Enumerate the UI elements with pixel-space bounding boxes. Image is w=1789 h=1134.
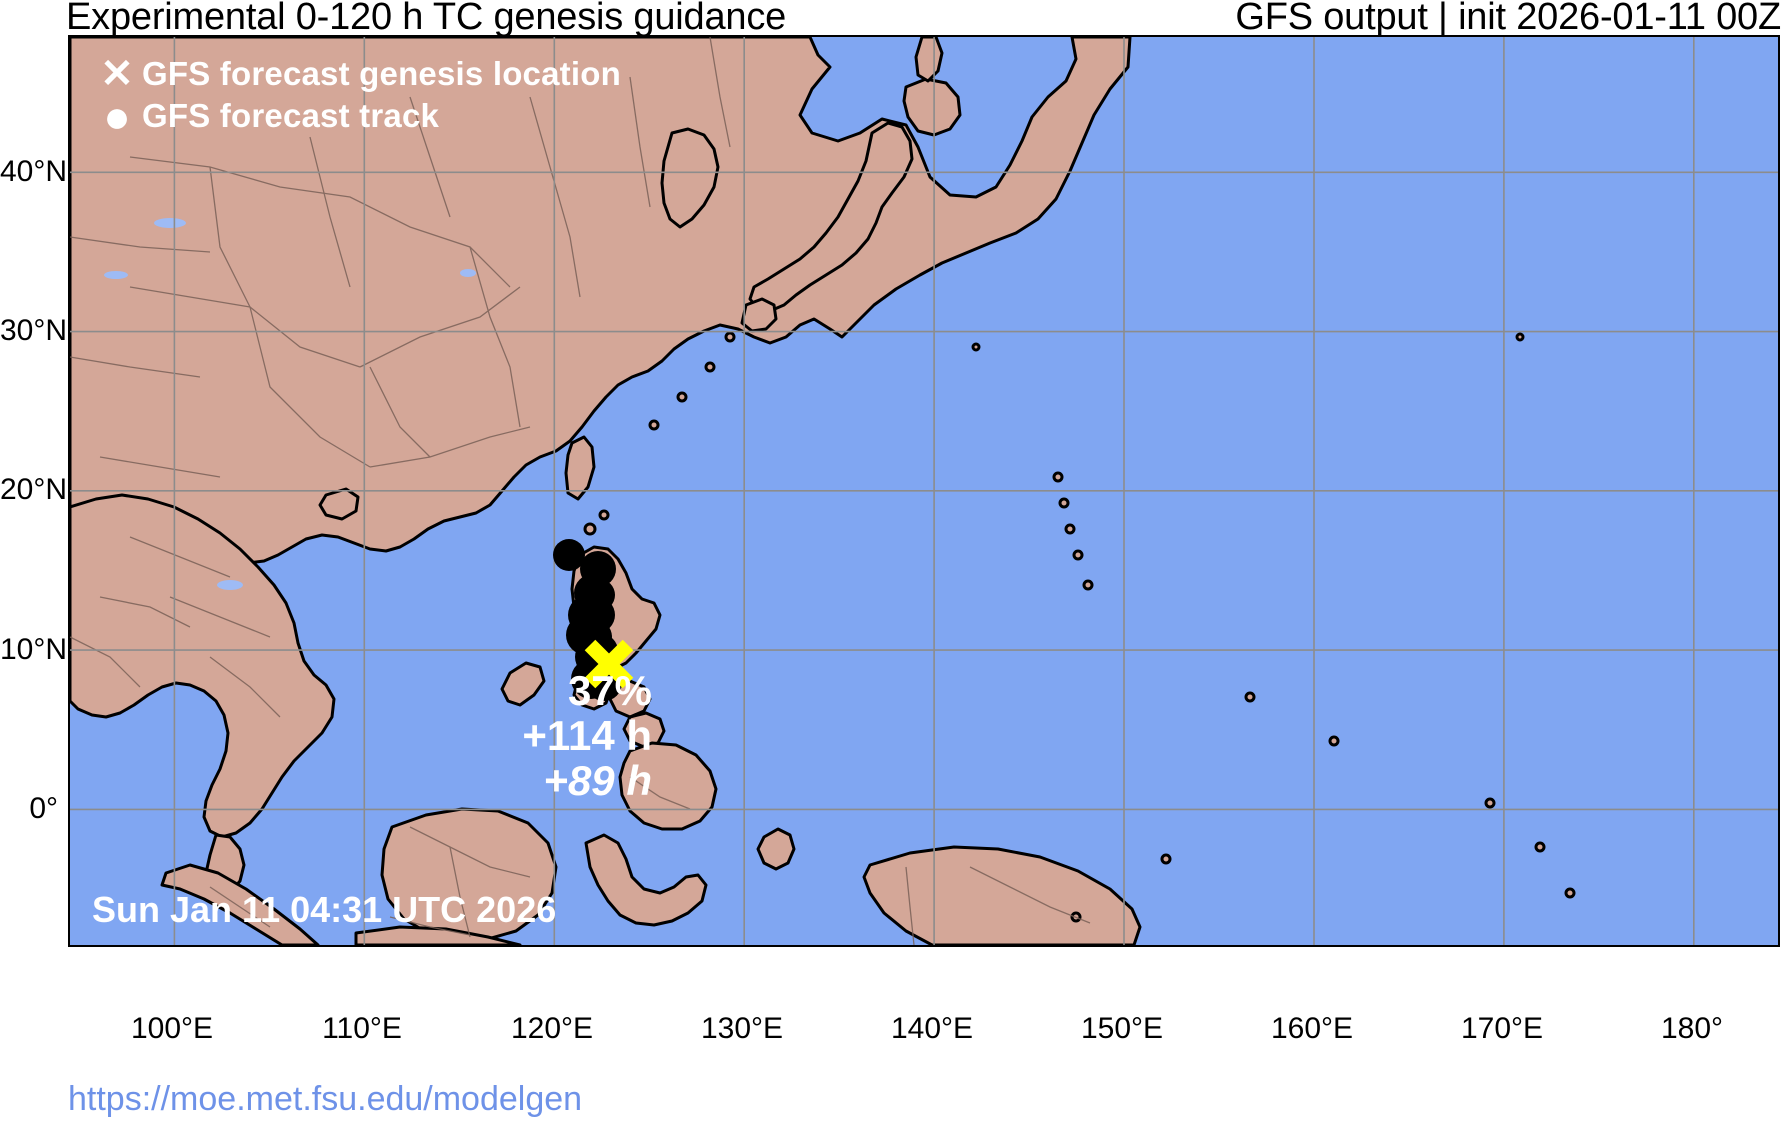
japan-hokkaido: [902, 77, 962, 137]
xtick-150e: 150°E: [1080, 1012, 1164, 1045]
island-dot: [648, 419, 660, 431]
island-dot: [1052, 471, 1064, 483]
xtick-130e: 130°E: [700, 1012, 784, 1045]
island-dot: [1064, 523, 1076, 535]
ytick-20n: 20°N: [0, 473, 68, 506]
graticule-layer: [70, 37, 1778, 945]
sumatra-island: [160, 863, 320, 945]
borneo-island: [380, 807, 558, 941]
xtick-170e: 170°E: [1460, 1012, 1544, 1045]
track-point: [583, 579, 615, 611]
legend-row-genesis: ✕ GFS forecast genesis location: [92, 53, 621, 95]
map-legend: ✕ GFS forecast genesis location ● GFS fo…: [92, 53, 621, 142]
legend-label-genesis: GFS forecast genesis location: [142, 55, 621, 92]
source-url-link[interactable]: https://moe.met.fsu.edu/modelgen: [68, 1080, 583, 1118]
xtick-110e: 110°E: [322, 1012, 402, 1045]
landmass-layer: [70, 37, 1576, 945]
ytick-10n: 10°N: [0, 633, 68, 666]
lake-layer: [104, 218, 476, 590]
island-dot: [971, 342, 981, 352]
new-guinea-island: [862, 845, 1142, 945]
ytick-0: 0°: [29, 792, 58, 825]
island-dot: [583, 522, 597, 536]
track-hour-label: +89 h: [543, 757, 652, 804]
java-island: [354, 925, 522, 945]
genesis-probability-label: 37%: [567, 667, 652, 714]
taiwan-island: [564, 435, 596, 501]
island-dot: [1534, 841, 1546, 853]
page-header: Experimental 0-120 h TC genesis guidance…: [0, 0, 1789, 38]
xtick-120e: 120°E: [510, 1012, 594, 1045]
legend-row-track: ● GFS forecast track: [92, 90, 621, 142]
xtick-180: 180°: [1660, 1012, 1724, 1045]
island-dot: [1072, 549, 1084, 561]
mindanao-island: [618, 741, 718, 831]
genesis-marker: [584, 639, 634, 689]
island-dot: [598, 509, 610, 521]
genesis-hour-label: +114 h: [522, 712, 652, 759]
xtick-100e: 100°E: [130, 1012, 214, 1045]
indochina-landmass: [70, 493, 336, 839]
korea-landmass: [660, 127, 720, 229]
japan-honshu: [748, 121, 914, 313]
legend-label-track: GFS forecast track: [142, 97, 440, 134]
island-dot: [1515, 332, 1525, 342]
generation-timestamp: Sun Jan 11 04:31 UTC 2026: [92, 889, 557, 930]
island-dot: [1082, 579, 1094, 591]
island-dot: [1160, 853, 1172, 865]
island-dot: [1484, 797, 1496, 809]
model-init-label: GFS output | init 2026-01-11 00Z: [1235, 0, 1781, 38]
page-title: Experimental 0-120 h TC genesis guidance: [66, 0, 787, 38]
japan-kyushu: [740, 297, 778, 333]
island-dot: [724, 331, 736, 343]
island-dot: [704, 361, 716, 373]
ytick-40n: 40°N: [0, 155, 68, 188]
genesis-x-icon: ✕: [100, 52, 134, 96]
xtick-140e: 140°E: [890, 1012, 974, 1045]
xtick-160e: 160°E: [1270, 1012, 1354, 1045]
map-graphics: [70, 37, 1778, 945]
map-canvas[interactable]: ✕ GFS forecast genesis location ● GFS fo…: [68, 35, 1780, 947]
island-dot: [1328, 735, 1340, 747]
ytick-30n: 30°N: [0, 314, 68, 347]
track-point: [553, 539, 585, 571]
island-dot: [1564, 887, 1576, 899]
island-dot: [1058, 497, 1070, 509]
sakhalin-island: [914, 37, 944, 83]
island-dot: [676, 391, 688, 403]
palawan-island: [500, 661, 546, 707]
track-dot-icon: ●: [103, 90, 131, 142]
sulawesi-island: [584, 833, 708, 927]
halmahera-island: [756, 827, 796, 871]
island-dot: [1244, 691, 1256, 703]
